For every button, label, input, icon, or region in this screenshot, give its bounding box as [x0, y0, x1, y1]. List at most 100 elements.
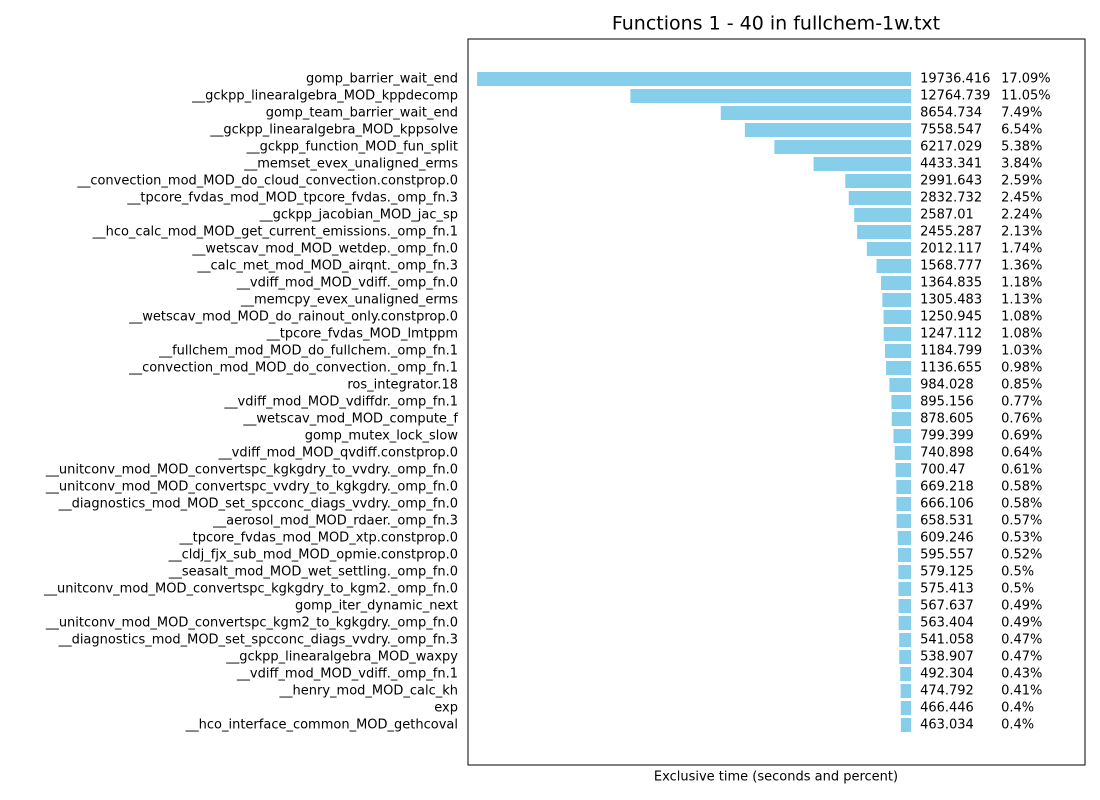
percent-label: 1.13% — [1001, 293, 1042, 308]
value-label: 6217.029 — [920, 140, 982, 155]
percent-label: 6.54% — [1001, 123, 1042, 138]
bar — [895, 463, 912, 477]
percent-label: 7.49% — [1001, 106, 1042, 121]
y-tick-label: gomp_team_barrier_wait_end — [266, 106, 458, 121]
bar — [866, 242, 912, 256]
y-tick-label: __hco_calc_mod_MOD_get_current_emissions… — [92, 225, 458, 240]
y-tick-label: __diagnostics_mod_MOD_set_spcconc_diags_… — [58, 497, 458, 512]
value-label: 1364.835 — [920, 276, 982, 291]
percent-label: 0.47% — [1001, 650, 1042, 665]
y-tick-label: __vdiff_mod_MOD_vdiff._omp_fn.1 — [236, 667, 458, 682]
value-label: 1136.655 — [920, 361, 982, 376]
bar — [891, 395, 912, 409]
value-label: 567.637 — [920, 599, 974, 614]
value-label: 4433.341 — [920, 157, 982, 172]
percent-label: 0.57% — [1001, 514, 1042, 529]
bar — [898, 565, 912, 579]
bar — [893, 429, 912, 443]
y-tick-label: __gckpp_linearalgebra_MOD_kppdecomp — [191, 89, 458, 104]
bar — [900, 701, 912, 715]
y-tick-label: __seasalt_mod_MOD_wet_settling._omp_fn.0 — [168, 565, 458, 580]
percent-label: 0.58% — [1001, 480, 1042, 495]
y-tick-label: __gckpp_linearalgebra_MOD_kppsolve — [209, 123, 458, 138]
percent-label: 1.08% — [1001, 310, 1042, 325]
y-tick-label: __tpcore_fvdas_mod_MOD_tpcore_fvdas._omp… — [126, 191, 458, 206]
bar — [630, 89, 912, 103]
y-tick-label: __vdiff_mod_MOD_qvdiff.constprop.0 — [218, 446, 458, 461]
y-tick-label: __hco_interface_common_MOD_gethcoval — [185, 718, 458, 733]
percent-label: 0.43% — [1001, 667, 1042, 682]
value-label: 2832.732 — [920, 191, 982, 206]
percent-label: 0.61% — [1001, 463, 1042, 478]
percent-label: 0.98% — [1001, 361, 1042, 376]
value-label: 2455.287 — [920, 225, 982, 240]
bar — [898, 582, 912, 596]
value-label: 666.106 — [920, 497, 974, 512]
y-tick-label: gomp_iter_dynamic_next — [295, 599, 458, 614]
bar — [720, 106, 912, 120]
value-label: 878.605 — [920, 412, 974, 427]
value-label: 575.413 — [920, 582, 974, 597]
bar — [896, 514, 912, 528]
value-label: 595.557 — [920, 548, 974, 563]
y-tick-label: __calc_met_mod_MOD_airqnt._omp_fn.3 — [197, 259, 458, 274]
percent-label: 0.69% — [1001, 429, 1042, 444]
chart-title: Functions 1 - 40 in fullchem-1w.txt — [612, 13, 940, 35]
bar — [882, 293, 912, 307]
percent-label: 17.09% — [1001, 72, 1051, 87]
bar — [854, 208, 912, 222]
percent-label: 1.08% — [1001, 327, 1042, 342]
percent-label: 0.47% — [1001, 633, 1042, 648]
y-tick-label: __unitconv_mod_MOD_convertspc_kgkgdry_to… — [45, 463, 458, 478]
y-tick-label: exp — [434, 701, 458, 716]
value-label: 669.218 — [920, 480, 974, 495]
percent-label: 0.49% — [1001, 616, 1042, 631]
y-tick-label: __cldj_fjx_sub_mod_MOD_opmie.constprop.0 — [168, 548, 458, 563]
percent-label: 1.18% — [1001, 276, 1042, 291]
percent-label: 2.13% — [1001, 225, 1042, 240]
y-tick-label: __wetscav_mod_MOD_compute_f — [242, 412, 458, 427]
bar — [899, 633, 912, 647]
percent-label: 2.59% — [1001, 174, 1042, 189]
value-label: 799.399 — [920, 429, 974, 444]
bar — [883, 327, 912, 341]
bar — [891, 412, 912, 426]
bar — [744, 123, 912, 137]
bar — [894, 446, 912, 460]
percent-label: 0.4% — [1001, 701, 1034, 716]
bar — [774, 140, 912, 154]
y-tick-label: __unitconv_mod_MOD_convertspc_kgm2_to_kg… — [45, 616, 458, 631]
percent-label: 11.05% — [1001, 89, 1051, 104]
percent-label: 3.84% — [1001, 157, 1042, 172]
value-label: 2991.643 — [920, 174, 982, 189]
value-label: 563.404 — [920, 616, 974, 631]
percent-label: 0.58% — [1001, 497, 1042, 512]
value-label: 1184.799 — [920, 344, 982, 359]
bar — [897, 531, 912, 545]
value-label: 12764.739 — [920, 89, 990, 104]
y-tick-label: __memset_evex_unaligned_erms — [243, 157, 458, 172]
bar — [900, 718, 912, 732]
percent-label: 2.24% — [1001, 208, 1042, 223]
y-tick-label: __convection_mod_MOD_do_convection._omp_… — [128, 361, 458, 376]
percent-label: 1.03% — [1001, 344, 1042, 359]
percent-label: 0.49% — [1001, 599, 1042, 614]
value-label: 19736.416 — [920, 72, 990, 87]
y-tick-label: gomp_barrier_wait_end — [306, 72, 458, 87]
bar — [881, 276, 912, 290]
bar — [477, 72, 912, 86]
y-tick-label: __unitconv_mod_MOD_convertspc_kgkgdry_to… — [43, 582, 458, 597]
value-label: 579.125 — [920, 565, 974, 580]
percent-label: 0.5% — [1001, 565, 1034, 580]
y-tick-label: gomp_mutex_lock_slow — [305, 429, 459, 444]
y-tick-label: __wetscav_mod_MOD_do_rainout_only.constp… — [128, 310, 458, 325]
bar — [857, 225, 912, 239]
bar — [813, 157, 912, 171]
y-tick-label: __convection_mod_MOD_do_cloud_convection… — [76, 174, 458, 189]
plot-frame — [467, 38, 1086, 766]
percent-label: 1.36% — [1001, 259, 1042, 274]
bar — [883, 310, 912, 324]
y-tick-label: __vdiff_mod_MOD_vdiff._omp_fn.0 — [236, 276, 458, 291]
bar — [898, 599, 912, 613]
